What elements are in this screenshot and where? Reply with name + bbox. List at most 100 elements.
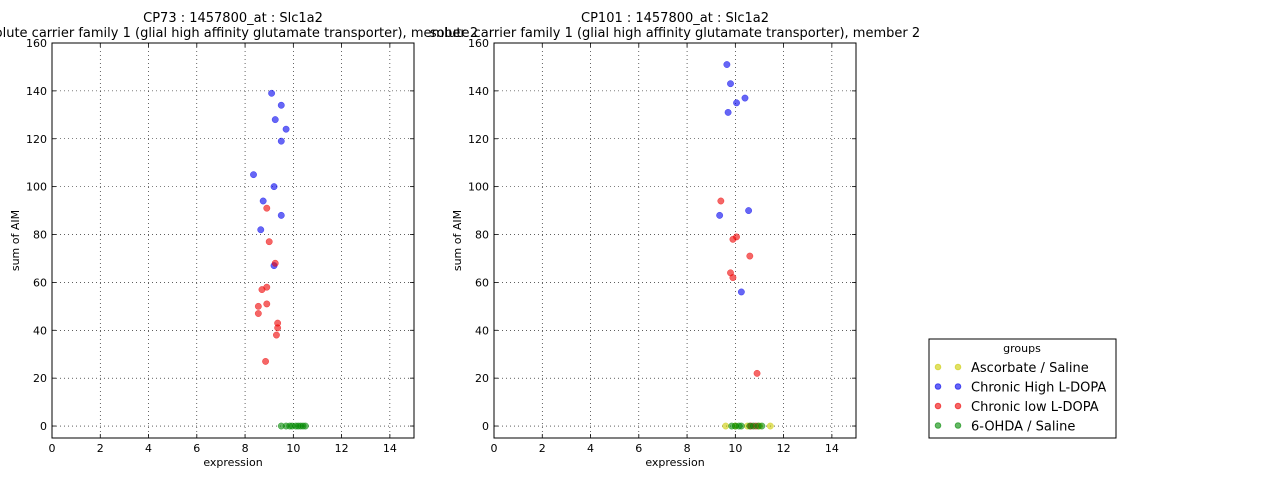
data-point <box>758 422 766 430</box>
x-tick-label: 14 <box>825 442 839 455</box>
chart-title: CP73 : 1457800_at : Slc1a2 <box>143 11 323 26</box>
x-tick-label: 4 <box>145 442 152 455</box>
data-point <box>766 422 774 430</box>
data-point <box>716 211 724 219</box>
data-point <box>724 108 732 116</box>
y-tick-label: 80 <box>475 229 489 242</box>
data-points <box>250 89 309 430</box>
legend-entry-label: Chronic low L-DOPA <box>971 400 1099 415</box>
x-tick-label: 2 <box>539 442 546 455</box>
data-point <box>277 211 285 219</box>
legend-entry-label: Ascorbate / Saline <box>971 361 1089 376</box>
data-point <box>282 125 290 133</box>
legend-marker <box>954 402 962 410</box>
x-tick-label: 10 <box>728 442 742 455</box>
data-point <box>259 197 267 205</box>
x-axis-label: expression <box>645 456 704 469</box>
chart-title: CP101 : 1457800_at : Slc1a2 <box>581 11 769 26</box>
data-point <box>262 357 270 365</box>
y-tick-label: 60 <box>475 276 489 289</box>
data-point <box>263 300 271 308</box>
data-point <box>745 207 753 215</box>
y-tick-label: 20 <box>475 372 489 385</box>
x-tick-label: 4 <box>587 442 594 455</box>
data-point <box>254 302 262 310</box>
y-tick-label: 120 <box>26 133 47 146</box>
plot-frame <box>51 42 415 439</box>
x-tick-label: 2 <box>97 442 104 455</box>
x-tick-label: 6 <box>193 442 200 455</box>
x-tick-label: 0 <box>491 442 498 455</box>
legend-entry-label: Chronic High L-DOPA <box>971 381 1106 396</box>
x-axis-label: expression <box>203 456 262 469</box>
plot-frame <box>493 42 857 439</box>
x-tick-label: 0 <box>49 442 56 455</box>
y-tick-label: 0 <box>482 420 489 433</box>
data-point <box>727 80 734 88</box>
legend-marker <box>934 422 942 429</box>
x-tick-label: 12 <box>335 442 349 455</box>
data-point <box>753 369 761 377</box>
legend-marker <box>954 383 962 390</box>
y-tick-label: 120 <box>468 133 489 146</box>
data-point <box>270 183 278 191</box>
legend-entry-label: 6-OHDA / Saline <box>971 420 1075 435</box>
y-tick-label: 20 <box>33 372 47 385</box>
y-tick-label: 160 <box>468 37 489 50</box>
chart-subtitle: solute carrier family 1 (glial high affi… <box>430 26 920 41</box>
y-tick-label: 40 <box>33 324 47 337</box>
data-point <box>271 116 279 124</box>
x-tick-label: 14 <box>383 442 397 455</box>
legend-marker <box>954 422 962 429</box>
legend-marker <box>934 402 942 410</box>
data-point <box>258 286 266 294</box>
data-point <box>717 197 725 205</box>
x-tick-label: 8 <box>684 442 691 455</box>
x-tick-label: 6 <box>635 442 642 455</box>
y-tick-label: 140 <box>26 85 47 98</box>
y-tick-label: 140 <box>468 85 489 98</box>
data-point <box>250 171 257 179</box>
y-tick-label: 80 <box>33 229 47 242</box>
legend-marker <box>934 363 942 371</box>
data-point <box>737 422 745 430</box>
y-axis-label: sum of AIM <box>9 210 22 271</box>
data-point <box>277 101 285 109</box>
data-point <box>723 61 731 68</box>
y-tick-label: 0 <box>40 420 47 433</box>
legend-marker <box>954 363 962 371</box>
data-point <box>746 252 754 260</box>
y-tick-label: 40 <box>475 324 489 337</box>
y-tick-label: 60 <box>33 276 47 289</box>
data-point <box>272 331 280 339</box>
data-point <box>257 226 265 234</box>
data-point <box>268 89 276 97</box>
legend-title: groups <box>1003 342 1041 355</box>
x-tick-label: 8 <box>242 442 249 455</box>
data-point <box>741 94 749 102</box>
data-point <box>733 99 740 107</box>
y-tick-label: 100 <box>26 181 47 194</box>
legend: groups Ascorbate / Saline Chronic High L-D… <box>928 338 1117 439</box>
y-axis-label: sum of AIM <box>451 210 464 271</box>
data-point <box>737 288 745 296</box>
data-point <box>263 204 271 212</box>
data-point <box>729 274 737 282</box>
data-point <box>277 137 285 145</box>
data-point <box>274 324 282 332</box>
chart-subtitle: solute carrier family 1 (glial high affi… <box>0 26 478 41</box>
legend-marker <box>934 383 942 390</box>
data-point <box>722 422 730 430</box>
data-points <box>716 61 774 430</box>
y-tick-label: 100 <box>468 181 489 194</box>
x-tick-label: 10 <box>286 442 300 455</box>
data-point <box>271 259 279 267</box>
data-point <box>254 310 262 317</box>
data-point <box>301 422 309 430</box>
y-tick-label: 160 <box>26 37 47 50</box>
data-point <box>265 238 273 246</box>
data-point <box>733 233 740 241</box>
